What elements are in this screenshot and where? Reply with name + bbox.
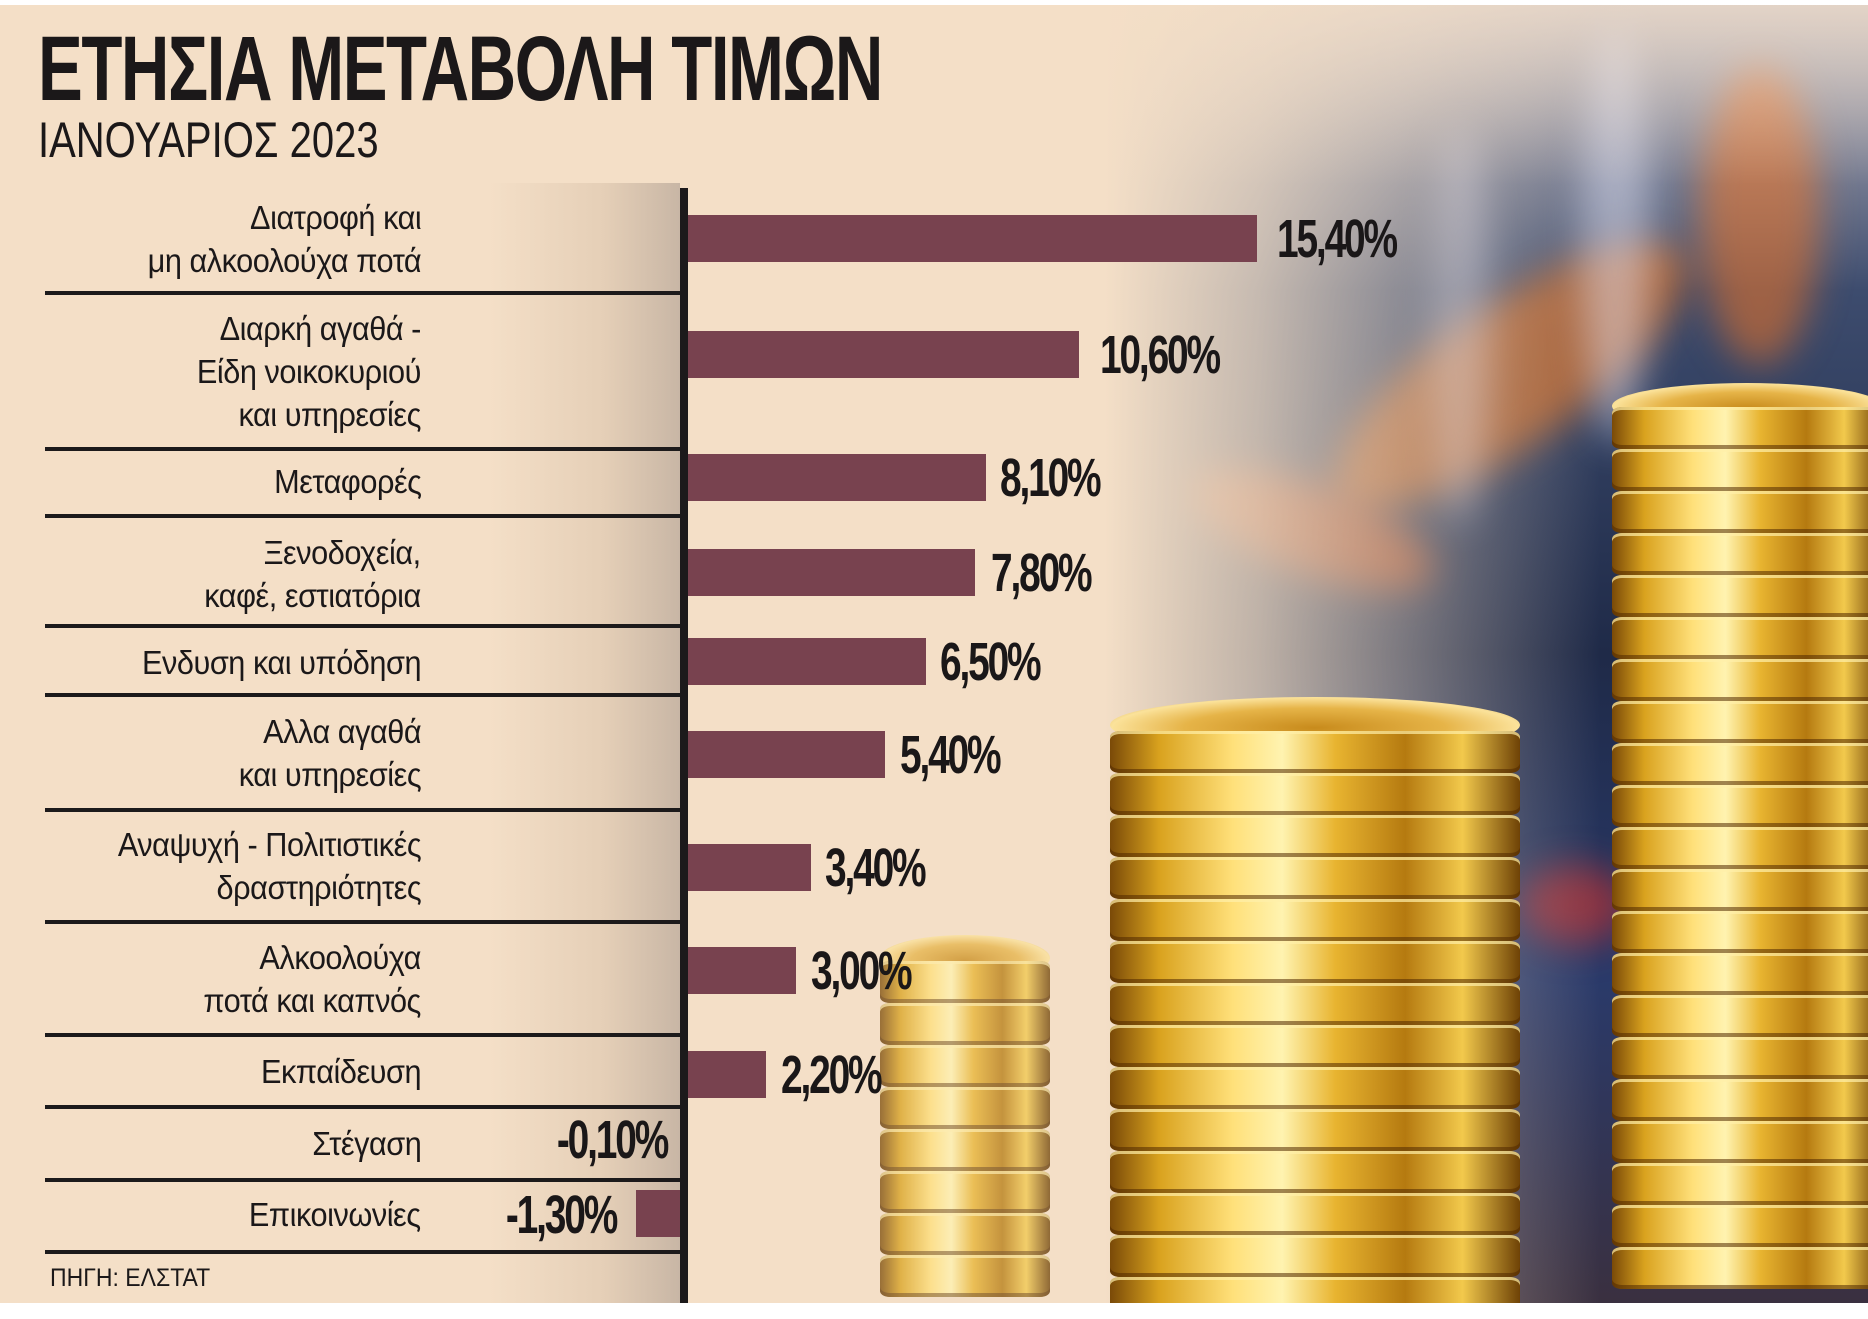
row-label: Αλλα αγαθά και υπηρεσίες <box>238 710 422 796</box>
photo-fade-top <box>1000 5 1868 185</box>
row-label-line: και υπηρεσίες <box>238 756 422 793</box>
row-label: Εκπαίδευση <box>261 1050 421 1093</box>
bar-negative <box>636 1190 680 1237</box>
bar <box>688 331 1079 378</box>
row-label-line: Στέγαση <box>311 1125 422 1162</box>
bar <box>688 1051 766 1098</box>
row-label: Διαρκή αγαθά - Είδη νοικοκυριού και υπηρ… <box>196 307 422 436</box>
row-label-line: Αναψυχή - Πολιτιστικές <box>117 826 422 863</box>
value-label: 3,40% <box>825 838 927 898</box>
coin-stack-right <box>1612 383 1868 1303</box>
row-label-line: Εκπαίδευση <box>260 1053 421 1090</box>
value-label: 8,10% <box>1000 448 1102 508</box>
row-divider <box>45 447 680 451</box>
row-label-line: μη αλκοολούχα ποτά <box>147 242 421 279</box>
row-label-line: καφέ, εστιατόρια <box>204 577 422 614</box>
row-label-line: Ενδυση και υπόδηση <box>141 644 422 681</box>
row-divider <box>45 291 680 295</box>
label-panel <box>45 183 680 1303</box>
row-divider <box>45 1033 680 1037</box>
bar <box>688 731 885 778</box>
row-label-line: δραστηριότητες <box>216 869 421 906</box>
row-label-line: Ξενοδοχεία, <box>263 534 422 571</box>
row-label-line: Αλκοολούχα <box>259 939 422 976</box>
row-divider <box>45 514 680 518</box>
row-label-line: Διατροφή και <box>249 199 422 236</box>
coin-stack-left <box>880 935 1050 1303</box>
bar <box>688 549 975 596</box>
row-label: Ενδυση και υπόδηση <box>141 641 422 684</box>
bar <box>688 215 1257 262</box>
source-note: ΠΗΓΗ: ΕΛΣΤΑΤ <box>50 1264 211 1292</box>
value-label: -1,30% <box>505 1185 618 1245</box>
bar <box>688 844 811 891</box>
row-label-line: Είδη νοικοκυριού <box>196 353 422 390</box>
value-label: 6,50% <box>940 632 1042 692</box>
value-label: -0,10% <box>556 1110 669 1170</box>
zero-axis <box>680 188 688 1303</box>
chart-title: ΕΤΗΣΙΑ ΜΕΤΑΒΟΛΗ ΤΙΜΩΝ <box>38 18 883 120</box>
row-divider <box>45 1178 680 1182</box>
value-label: 5,40% <box>900 725 1002 785</box>
row-label: Ξενοδοχεία, καφέ, εστιατόρια <box>204 531 422 617</box>
value-label: 2,20% <box>781 1045 883 1105</box>
row-label-line: Διαρκή αγαθά - <box>219 310 422 347</box>
row-label-line: Μεταφορές <box>273 463 422 500</box>
row-label-line: και υπηρεσίες <box>238 396 422 433</box>
row-label: Μεταφορές <box>273 460 422 503</box>
row-divider <box>45 1105 680 1109</box>
row-label-line: Αλλα αγαθά <box>263 713 421 750</box>
row-divider <box>45 920 680 924</box>
value-label: 3,00% <box>811 941 913 1001</box>
row-label-line: ποτά και καπνός <box>203 982 421 1019</box>
row-divider <box>45 1250 680 1254</box>
row-label-line: Επικοινωνίες <box>249 1196 421 1233</box>
value-label: 15,40% <box>1277 209 1398 269</box>
row-label: Αναψυχή - Πολιτιστικές δραστηριότητες <box>117 823 422 909</box>
row-label: Διατροφή και μη αλκοολούχα ποτά <box>147 196 421 282</box>
row-label: Στέγαση <box>311 1122 422 1165</box>
chart-subtitle: ΙΑΝΟΥΑΡΙΟΣ 2023 <box>38 112 379 168</box>
coin-stack-middle <box>1110 697 1520 1303</box>
row-label: Αλκοολούχα ποτά και καπνός <box>203 936 421 1022</box>
bar <box>688 638 926 685</box>
value-label: 10,60% <box>1100 325 1221 385</box>
infographic: ΕΤΗΣΙΑ ΜΕΤΑΒΟΛΗ ΤΙΜΩΝ ΙΑΝΟΥΑΡΙΟΣ 2023 Δι… <box>0 5 1868 1303</box>
row-divider <box>45 624 680 628</box>
row-label: Επικοινωνίες <box>249 1193 421 1236</box>
value-label: 7,80% <box>991 543 1093 603</box>
row-divider <box>45 808 680 812</box>
row-divider <box>45 693 680 697</box>
bar <box>688 947 796 994</box>
coins-photo <box>0 5 1868 1303</box>
bar <box>688 454 986 501</box>
